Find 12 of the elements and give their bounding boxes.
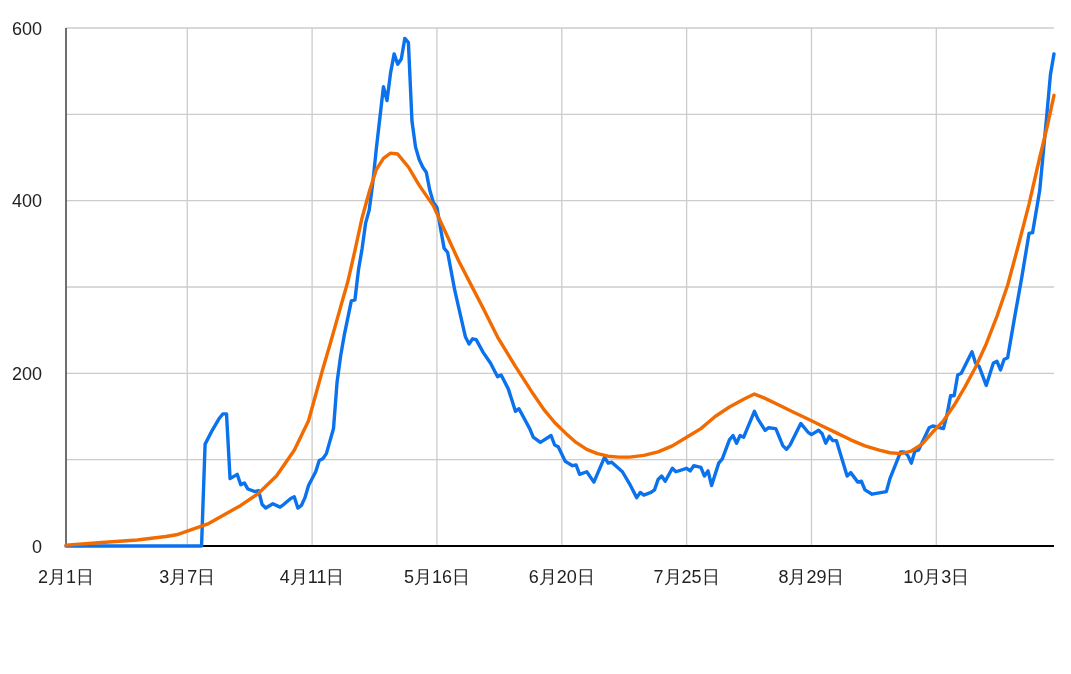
x-tick-label: 3月7日 (159, 567, 216, 587)
y-tick-label: 600 (11, 18, 42, 39)
x-tick-label: 2月1日 (37, 567, 95, 587)
x-tick-label: 7月25日 (653, 567, 720, 587)
y-tick-label: 400 (11, 191, 42, 212)
y-tick-label: 200 (11, 363, 42, 384)
y-tick-label: 0 (31, 536, 42, 557)
x-tick-label: 8月29日 (778, 567, 845, 587)
x-tick-label: 10月3日 (903, 567, 970, 587)
x-tick-label: 6月20日 (528, 567, 595, 587)
x-tick-label: 5月16日 (403, 567, 470, 587)
x-tick-label: 4月11日 (279, 567, 345, 587)
